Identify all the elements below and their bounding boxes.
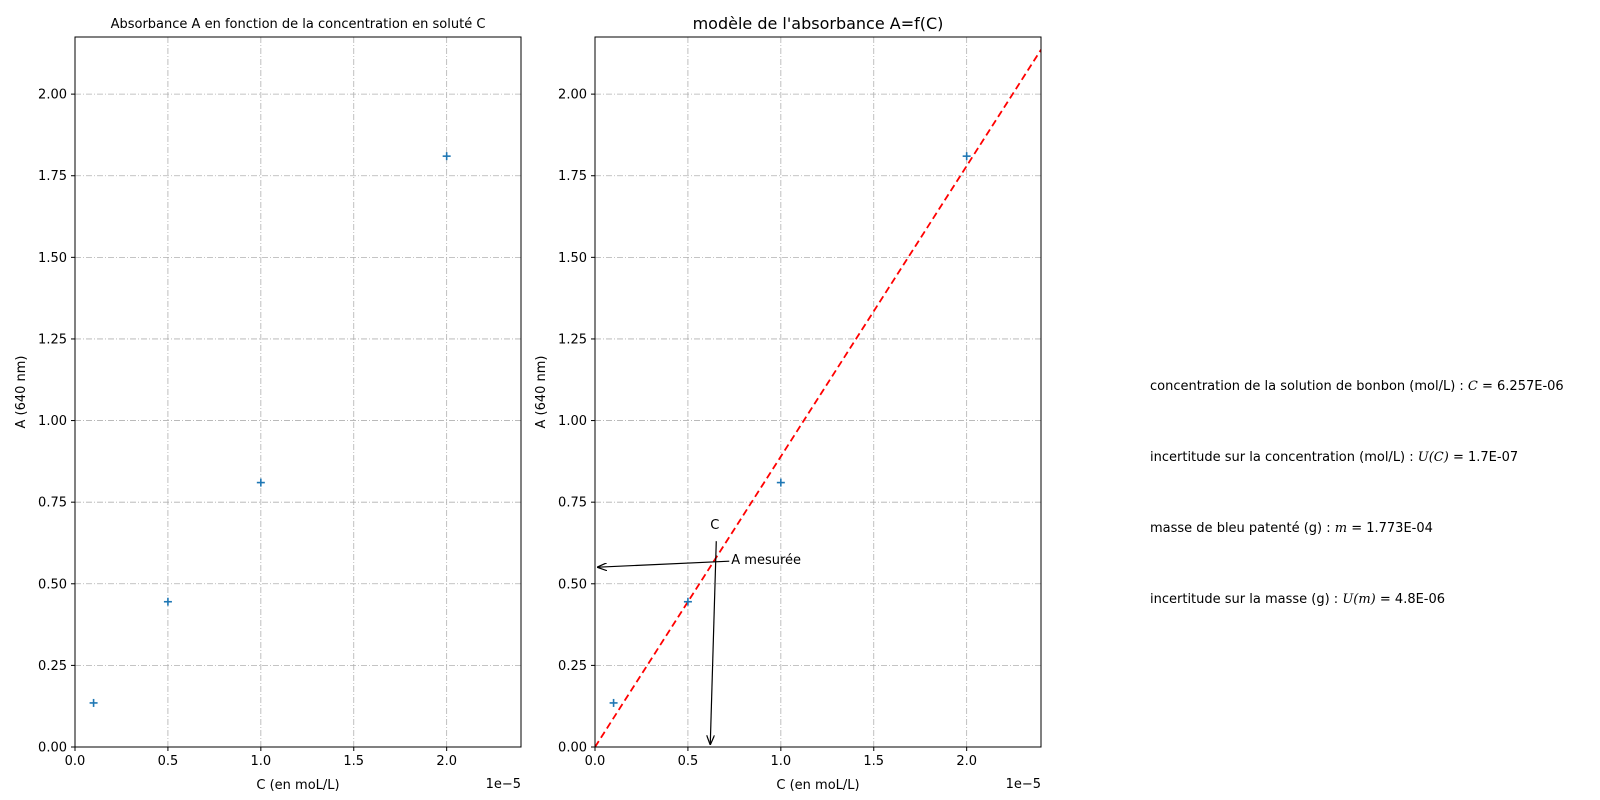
data-point bbox=[962, 152, 971, 161]
data-point bbox=[609, 698, 618, 707]
axes-frame bbox=[74, 36, 522, 748]
result-mass: masse de bleu patenté (g) : m = 1.773E-0… bbox=[1150, 521, 1433, 536]
y-tick-label: 0.25 bbox=[38, 659, 67, 674]
result-concentration-uncertainty-value: = 1.7E-07 bbox=[1448, 450, 1519, 465]
c-label: C bbox=[710, 518, 719, 533]
x-offset-text: 1e−5 bbox=[1006, 777, 1041, 792]
data-point bbox=[163, 597, 172, 606]
result-concentration-value: = 6.257E-06 bbox=[1477, 379, 1564, 394]
chart-panel-absorbance-model: 0.0 0.5 1.0 1.5 2.0 0.00 0.25 0.50 0.75 1.00 1.25 1… bbox=[534, 14, 1042, 793]
y-axis-label: A (640 nm) bbox=[14, 355, 29, 428]
y-tick-label: 1.00 bbox=[558, 414, 587, 429]
y-tick-label: 1.75 bbox=[558, 169, 587, 184]
c-arrow bbox=[710, 541, 717, 744]
y-tick-label: 0.00 bbox=[38, 741, 67, 756]
y-tick-label: 0.25 bbox=[558, 659, 587, 674]
y-tick-label: 1.50 bbox=[38, 251, 67, 266]
x-tick-label: 0.5 bbox=[678, 754, 699, 769]
x-tick-label: 0.0 bbox=[65, 754, 86, 769]
result-mass-label: masse de bleu patenté (g) : bbox=[1150, 521, 1335, 536]
x-tick-label: 1.5 bbox=[863, 754, 884, 769]
x-tick-label: 2.0 bbox=[956, 754, 977, 769]
y-tick-label: 0.00 bbox=[558, 741, 587, 756]
x-tick-label: 0.5 bbox=[158, 754, 179, 769]
data-point bbox=[776, 478, 785, 487]
data-point bbox=[683, 597, 692, 606]
result-mass-value: = 1.773E-04 bbox=[1347, 521, 1433, 536]
y-tick-label: 0.75 bbox=[558, 496, 587, 511]
x-axis-label: C (en moL/L) bbox=[776, 778, 859, 793]
result-concentration: concentration de la solution de bonbon (… bbox=[1150, 379, 1564, 394]
a-mesuree-arrow bbox=[598, 560, 730, 567]
y-tick-label: 0.50 bbox=[38, 577, 67, 592]
model-line bbox=[595, 49, 1041, 747]
y-tick-label: 2.00 bbox=[558, 88, 587, 103]
result-mass-uncertainty-label: incertitude sur la masse (g) : bbox=[1150, 592, 1343, 607]
y-tick-label: 0.50 bbox=[558, 577, 587, 592]
y-tick-label: 1.50 bbox=[558, 251, 587, 266]
result-concentration-uncertainty-symbol: U(C) bbox=[1417, 450, 1449, 465]
x-tick-label: 1.0 bbox=[770, 754, 791, 769]
data-point bbox=[256, 478, 265, 487]
x-tick-label: 0.0 bbox=[585, 754, 606, 769]
x-tick-label: 2.0 bbox=[436, 754, 457, 769]
result-concentration-uncertainty: incertitude sur la concentration (mol/L)… bbox=[1150, 450, 1518, 465]
result-concentration-symbol: C bbox=[1467, 379, 1478, 394]
y-tick-label: 1.25 bbox=[558, 332, 587, 347]
result-mass-uncertainty-symbol: U(m) bbox=[1342, 592, 1376, 607]
y-tick-label: 0.75 bbox=[38, 496, 67, 511]
result-mass-symbol: m bbox=[1334, 521, 1348, 536]
result-concentration-uncertainty-label: incertitude sur la concentration (mol/L)… bbox=[1150, 450, 1418, 465]
y-tick-label: 1.75 bbox=[38, 169, 67, 184]
result-mass-uncertainty-value: = 4.8E-06 bbox=[1375, 592, 1446, 607]
y-tick-label: 1.25 bbox=[38, 332, 67, 347]
x-offset-text: 1e−5 bbox=[486, 777, 521, 792]
a-mesuree-label: A mesurée bbox=[731, 553, 801, 568]
data-point bbox=[89, 698, 98, 707]
y-tick-label: 1.00 bbox=[38, 414, 67, 429]
result-concentration-label: concentration de la solution de bonbon (… bbox=[1150, 379, 1468, 394]
y-axis-label: A (640 nm) bbox=[534, 355, 549, 428]
x-tick-label: 1.5 bbox=[343, 754, 364, 769]
x-axis-label: C (en moL/L) bbox=[256, 778, 339, 793]
x-tick-label: 1.0 bbox=[250, 754, 271, 769]
y-tick-label: 2.00 bbox=[38, 88, 67, 103]
chart-title: modèle de l'absorbance A=f(C) bbox=[693, 14, 944, 33]
axes-frame bbox=[594, 36, 1042, 748]
data-point bbox=[442, 152, 451, 161]
chart-panel-absorbance-data: 0.0 0.5 1.0 1.5 2.0 0.00 0.25 0.50 0.75 1.00 1.25 1… bbox=[14, 17, 522, 793]
chart-title: Absorbance A en fonction de la concentra… bbox=[111, 17, 486, 32]
result-mass-uncertainty: incertitude sur la masse (g) : U(m) = 4.… bbox=[1150, 592, 1445, 607]
